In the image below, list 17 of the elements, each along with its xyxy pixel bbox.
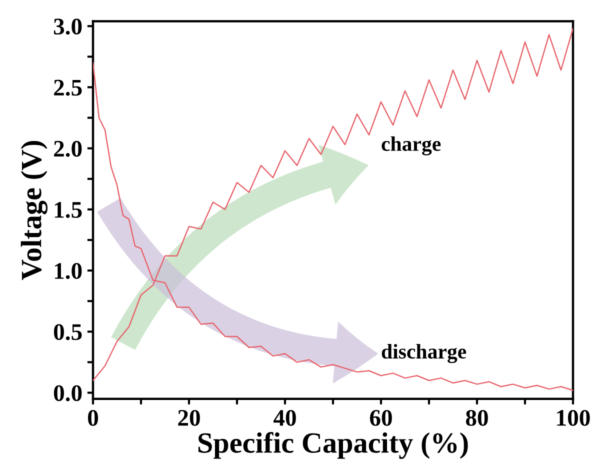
x-tick-label: 40 — [274, 410, 296, 426]
y-tick-label: 1.0 — [54, 263, 82, 280]
x-tick-label: 60 — [370, 410, 392, 426]
x-tick-label: 100 — [557, 410, 590, 426]
annotation: charge — [382, 136, 441, 156]
annotation: discharge — [382, 344, 466, 364]
x-tick-label: 0 — [88, 410, 98, 426]
y-tick-label: 2.0 — [54, 140, 82, 157]
y-tick-label: 0.0 — [54, 385, 82, 402]
x-tick-label: 20 — [178, 410, 200, 426]
x-tick-label: 80 — [466, 410, 488, 426]
x-axis-title: Specific Capacity (%) — [198, 432, 468, 459]
y-tick-label: 0.5 — [54, 324, 82, 340]
y-axis-title: Voltage (V) — [20, 140, 48, 280]
y-tick-label: 1.5 — [54, 202, 82, 218]
y-tick-label: 2.5 — [54, 80, 82, 96]
y-tick-label: 3.0 — [54, 18, 82, 35]
